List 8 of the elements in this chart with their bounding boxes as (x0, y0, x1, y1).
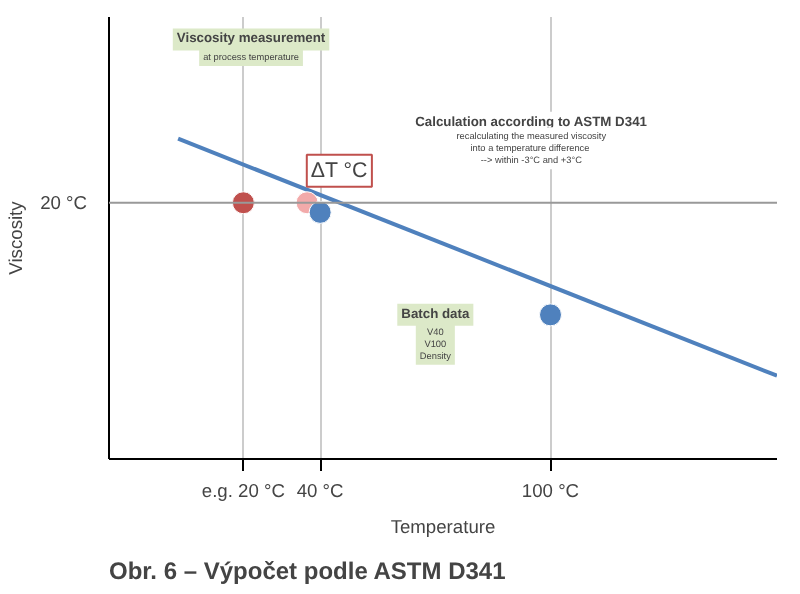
x-axis-title: Temperature (390, 517, 496, 537)
x-tick-label: 100 °C (521, 481, 580, 501)
x-tick-label: e.g. 20 °C (201, 481, 286, 501)
annotation: ΔT °C (310, 158, 369, 183)
ref-line-label: 20 °C (40, 192, 88, 213)
x-tick-label: 40 °C (296, 481, 345, 501)
y-axis-title: Viscosity (6, 200, 27, 275)
text: Obr. 6 – Výpočet podle ASTM D341 (109, 557, 507, 585)
